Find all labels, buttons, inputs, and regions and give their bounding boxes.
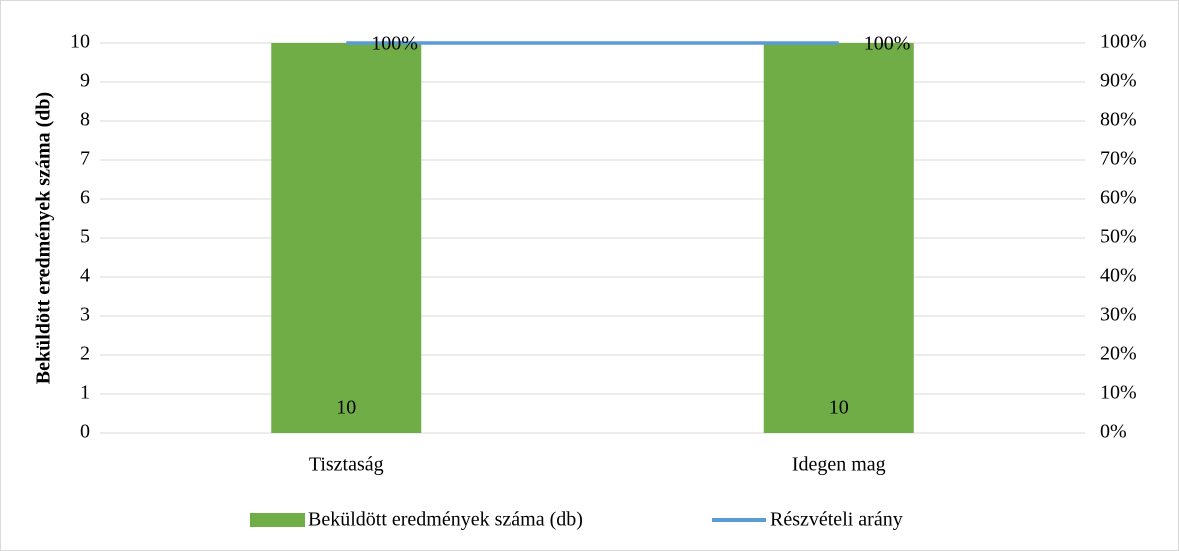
y2-tick-label: 30% [1100, 304, 1137, 326]
x-tick-label: Idegen mag [792, 454, 886, 476]
y2-tick-label: 0% [1100, 421, 1127, 443]
y-tick-label: 1 [80, 382, 90, 404]
bar [271, 43, 422, 433]
y-tick-label: 7 [80, 148, 90, 170]
y-tick-label: 9 [80, 70, 90, 92]
y-tick-label: 3 [80, 304, 90, 326]
y2-tick-label: 90% [1100, 70, 1137, 92]
y-tick-label: 4 [80, 265, 90, 287]
y-tick-label: 0 [80, 421, 90, 443]
y2-tick-label: 60% [1100, 187, 1137, 209]
y2-tick-label: 10% [1100, 382, 1137, 404]
y-tick-label: 2 [80, 343, 90, 365]
y-tick-label: 6 [80, 187, 90, 209]
line-value-label: 100% [864, 33, 911, 55]
legend-label: Beküldött eredmények száma (db) [308, 509, 583, 531]
y2-tick-label: 40% [1100, 265, 1137, 287]
legend-swatch [250, 513, 305, 527]
y2-tick-label: 70% [1100, 148, 1137, 170]
y-tick-label: 8 [80, 109, 90, 131]
y-tick-label: 10 [70, 31, 90, 53]
y-tick-label: 5 [80, 226, 90, 248]
bar-value-label: 10 [336, 397, 356, 419]
y-axis-label: Beküldött eredmények száma (db) [33, 92, 55, 384]
line-value-label: 100% [371, 33, 418, 55]
y2-tick-label: 50% [1100, 226, 1137, 248]
bar [763, 43, 914, 433]
y2-tick-label: 100% [1100, 31, 1147, 53]
x-tick-label: Tisztaság [309, 454, 384, 476]
y2-tick-label: 20% [1100, 343, 1137, 365]
y2-tick-label: 80% [1100, 109, 1137, 131]
legend-label: Részvételi arány [770, 509, 903, 531]
bar-value-label: 10 [829, 397, 849, 419]
